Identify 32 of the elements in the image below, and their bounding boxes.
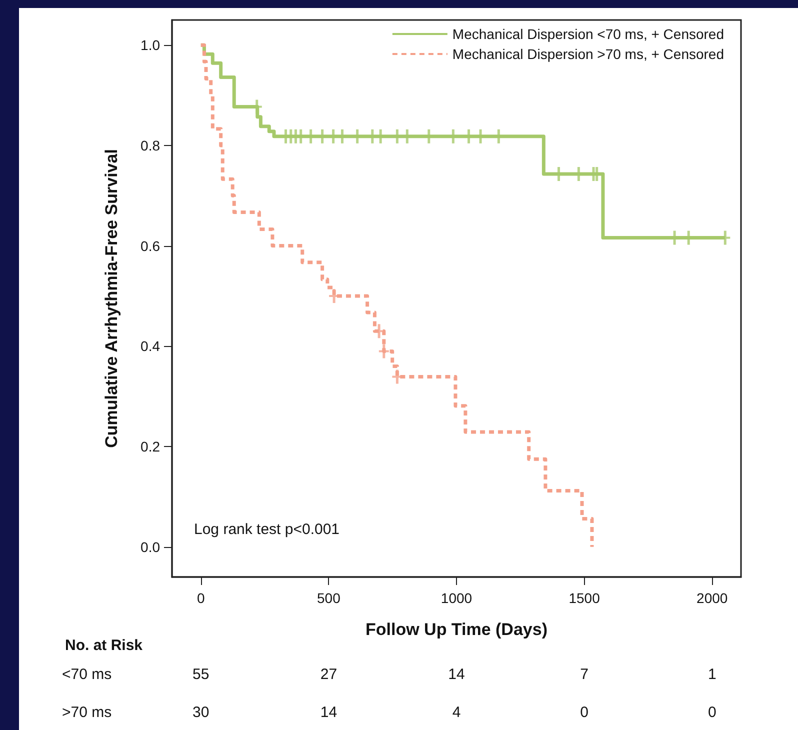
- x-axis-title: Follow Up Time (Days): [366, 620, 548, 639]
- text: 14: [320, 704, 338, 721]
- text: 55: [192, 666, 210, 683]
- text: No. at Risk: [65, 637, 144, 654]
- point: [392, 370, 402, 384]
- y-tick-label: 0.2: [140, 438, 160, 455]
- y-tick-label: 1.0: [140, 37, 160, 54]
- x-tick-label: 1500: [568, 590, 600, 606]
- text: >70 ms: [62, 704, 112, 721]
- text: <70 ms: [62, 666, 112, 683]
- text: 1: [708, 666, 716, 683]
- text: 7: [580, 666, 588, 683]
- text: 27: [320, 666, 338, 683]
- text: 14: [448, 666, 465, 683]
- x-tick-label: 2000: [696, 590, 728, 606]
- y-tick-label: 0.0: [140, 538, 160, 555]
- y-tick-label: 0.8: [140, 137, 160, 154]
- x-tick-label: 0: [196, 590, 205, 606]
- legend-label: Mechanical Dispersion >70 ms, + Censored: [452, 46, 724, 62]
- text: 0: [708, 704, 716, 721]
- point: [378, 344, 389, 358]
- x-tick-label: 500: [317, 590, 341, 606]
- legend-label: Mechanical Dispersion <70 ms, + Censored: [452, 26, 724, 42]
- text: 0: [580, 704, 588, 721]
- text: 4: [452, 704, 461, 721]
- text: 30: [192, 704, 210, 721]
- y-tick-label: 0.6: [140, 238, 160, 254]
- annotation: Log rank test p<0.001: [194, 521, 340, 538]
- y-axis-title: Cumulative Arrhythmia-Free Survival: [102, 149, 121, 448]
- point: [374, 324, 384, 338]
- x-tick-label: 1000: [440, 590, 472, 606]
- y-tick-label: 0.4: [140, 338, 160, 354]
